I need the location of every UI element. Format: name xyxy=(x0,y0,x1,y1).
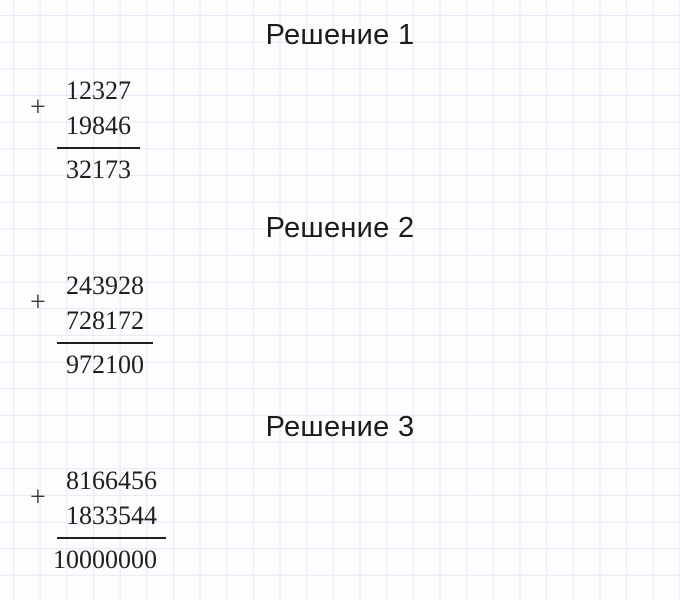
plus-operator: + xyxy=(30,287,46,318)
sum-result: 972100 xyxy=(66,350,144,379)
addend-bottom: 1833544 xyxy=(66,501,157,530)
column-addition-2: + 243928 728172 972100 xyxy=(30,268,153,379)
addition-stack: 12327 19846 32173 xyxy=(57,73,140,184)
sum-result: 32173 xyxy=(66,155,131,184)
solution-2-title: Решение 2 xyxy=(265,212,415,244)
addend-top: 243928 xyxy=(66,271,144,300)
addend-bottom: 19846 xyxy=(66,111,131,140)
addition-stack: 8166456 1833544 10000000 xyxy=(53,463,166,574)
solution-3-title: Решение 3 xyxy=(265,411,415,443)
addends-block: 243928 728172 xyxy=(57,268,153,344)
addend-bottom: 728172 xyxy=(66,306,144,335)
addends-block: 8166456 1833544 xyxy=(57,463,166,539)
addition-stack: 243928 728172 972100 xyxy=(57,268,153,379)
addend-top: 8166456 xyxy=(66,466,157,495)
addend-top: 12327 xyxy=(66,76,131,105)
addends-block: 12327 19846 xyxy=(57,73,140,149)
column-addition-3: + 8166456 1833544 10000000 xyxy=(30,463,166,574)
plus-operator: + xyxy=(30,482,46,513)
column-addition-1: + 12327 19846 32173 xyxy=(30,73,140,184)
plus-operator: + xyxy=(30,92,46,123)
sum-result: 10000000 xyxy=(53,545,157,574)
solution-1-title: Решение 1 xyxy=(265,19,415,51)
